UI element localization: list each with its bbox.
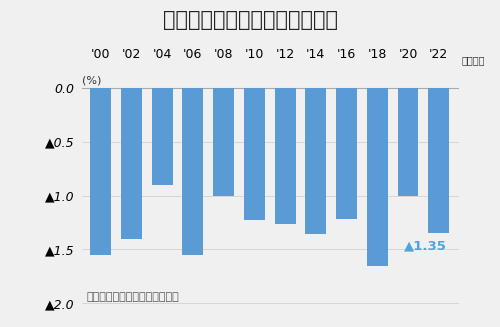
Bar <box>182 88 204 255</box>
Text: (%): (%) <box>82 76 101 86</box>
Bar <box>398 88 418 196</box>
Text: 厄生労働省の資料をもとに作成: 厄生労働省の資料をもとに作成 <box>86 292 179 302</box>
Bar <box>90 88 111 255</box>
Bar <box>428 88 449 233</box>
Bar <box>336 88 357 219</box>
Bar <box>367 88 388 266</box>
Bar <box>306 88 326 234</box>
Bar <box>244 88 265 220</box>
Text: （年度）: （年度） <box>462 56 485 65</box>
Text: ▲1.35: ▲1.35 <box>404 240 448 253</box>
Text: 薬価改定率の推移（通常改定）: 薬価改定率の推移（通常改定） <box>162 10 338 30</box>
Bar <box>152 88 172 185</box>
Bar <box>121 88 142 239</box>
Bar <box>274 88 295 224</box>
Bar <box>213 88 234 196</box>
